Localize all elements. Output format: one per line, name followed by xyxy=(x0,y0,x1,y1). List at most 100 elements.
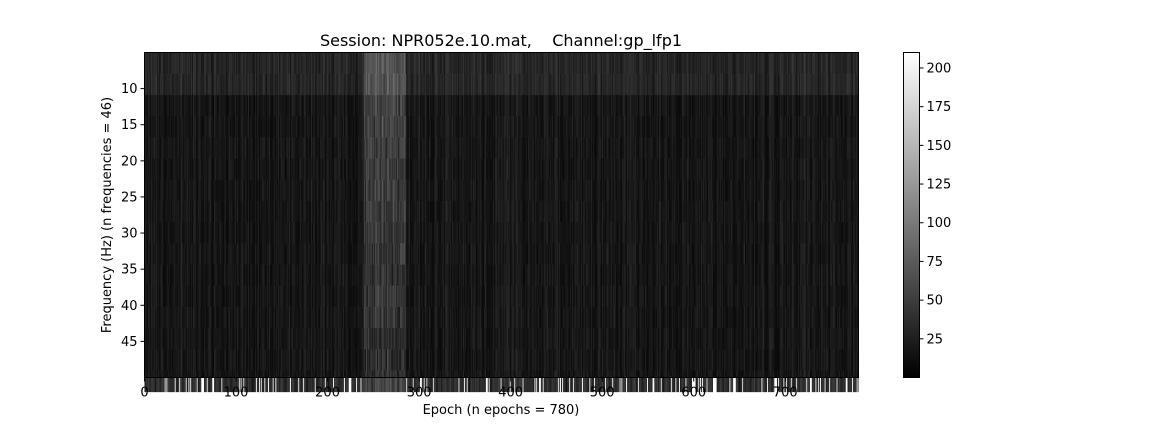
heatmap-cell xyxy=(452,179,453,202)
heatmap-cell xyxy=(273,200,275,223)
heatmap-cell xyxy=(306,116,308,138)
heatmap-cell xyxy=(364,52,366,75)
heatmap-cell xyxy=(434,222,436,244)
heatmap-cell xyxy=(251,200,253,223)
heatmap-cell xyxy=(276,137,278,159)
heatmap-cell xyxy=(168,306,170,329)
heatmap-cell xyxy=(309,370,311,393)
heatmap-cell xyxy=(426,73,428,96)
heatmap-cell xyxy=(182,222,184,244)
heatmap-cell xyxy=(401,349,403,371)
heatmap-cell xyxy=(173,73,175,96)
heatmap-cell xyxy=(392,179,394,202)
heatmap-cell xyxy=(296,158,298,181)
heatmap-cell xyxy=(316,116,318,138)
heatmap-cell xyxy=(234,370,236,393)
heatmap-cell xyxy=(169,137,171,159)
heatmap-cell xyxy=(331,328,333,350)
heatmap-cell xyxy=(197,349,199,371)
heatmap-cell xyxy=(218,306,220,329)
heatmap-cell xyxy=(318,243,320,265)
heatmap-cell xyxy=(417,328,419,350)
heatmap-cell xyxy=(316,370,318,393)
heatmap-cell xyxy=(363,52,365,75)
heatmap-cell xyxy=(398,243,399,265)
heatmap-cell xyxy=(364,158,366,181)
heatmap-cell xyxy=(417,306,419,329)
heatmap-cell xyxy=(344,285,346,308)
heatmap-cell xyxy=(398,158,399,181)
heatmap-cell xyxy=(310,349,312,371)
heatmap-cell xyxy=(425,349,427,371)
heatmap-cell xyxy=(409,94,410,117)
heatmap-cell xyxy=(299,73,301,96)
heatmap-cell xyxy=(282,370,284,393)
heatmap-cell xyxy=(462,116,464,138)
heatmap-cell xyxy=(190,243,192,265)
heatmap-cell xyxy=(254,370,256,393)
heatmap-cell xyxy=(408,200,410,223)
heatmap-cell xyxy=(327,222,329,244)
heatmap-cell xyxy=(199,200,201,223)
heatmap-cell xyxy=(230,179,232,202)
heatmap-cell xyxy=(409,349,410,371)
heatmap-cell xyxy=(377,52,378,75)
heatmap-cell xyxy=(417,116,419,138)
heatmap-cell xyxy=(365,94,367,117)
heatmap-cell xyxy=(149,73,151,96)
heatmap-cell xyxy=(340,137,342,159)
heatmap-cell xyxy=(167,306,169,329)
heatmap-cell xyxy=(434,264,436,287)
heatmap-cell xyxy=(175,116,177,138)
heatmap-cell xyxy=(362,179,364,202)
heatmap-cell xyxy=(391,158,393,181)
heatmap-cell xyxy=(393,116,395,138)
heatmap-cell xyxy=(200,243,202,265)
heatmap-cell xyxy=(372,328,374,350)
heatmap-cell xyxy=(453,94,455,117)
heatmap-cell xyxy=(317,264,319,287)
heatmap-cell xyxy=(167,158,169,181)
heatmap-cell xyxy=(219,243,221,265)
heatmap-cell xyxy=(431,52,433,75)
heatmap-cell xyxy=(276,200,278,223)
heatmap-cell xyxy=(420,73,422,96)
heatmap-cell xyxy=(168,349,170,371)
heatmap-cell xyxy=(154,264,156,287)
heatmap-cell xyxy=(409,73,410,96)
heatmap-cell xyxy=(442,349,443,371)
heatmap-cell xyxy=(220,94,222,117)
heatmap-cell xyxy=(387,243,389,265)
heatmap-cell xyxy=(405,264,407,287)
heatmap-cell xyxy=(194,370,196,393)
heatmap-cell xyxy=(388,73,390,96)
heatmap-cell xyxy=(161,179,163,202)
heatmap-cell xyxy=(396,158,398,181)
heatmap-cell xyxy=(166,179,168,202)
heatmap-cell xyxy=(197,264,199,287)
heatmap-cell xyxy=(326,200,328,223)
heatmap-cell xyxy=(262,285,264,308)
heatmap-cell xyxy=(296,285,298,308)
heatmap-cell xyxy=(167,179,169,202)
heatmap-cell xyxy=(188,200,190,223)
heatmap-cell xyxy=(311,264,313,287)
heatmap-cell xyxy=(185,158,187,181)
heatmap-cell xyxy=(456,158,458,181)
heatmap-cell xyxy=(400,243,402,265)
heatmap-cell xyxy=(216,73,218,96)
heatmap-cell xyxy=(455,285,457,308)
heatmap-cell xyxy=(405,52,407,75)
heatmap-cell xyxy=(358,243,360,265)
heatmap-cell xyxy=(323,52,324,75)
heatmap-cell xyxy=(376,200,378,223)
heatmap-cell xyxy=(382,222,384,244)
heatmap-cell xyxy=(208,200,210,223)
heatmap-cell xyxy=(221,243,223,265)
heatmap-cell xyxy=(332,370,334,393)
heatmap-cell xyxy=(145,52,147,75)
heatmap-cell xyxy=(320,243,322,265)
heatmap-cell xyxy=(377,243,379,265)
heatmap-cell xyxy=(431,116,433,138)
heatmap-cell xyxy=(257,264,259,287)
